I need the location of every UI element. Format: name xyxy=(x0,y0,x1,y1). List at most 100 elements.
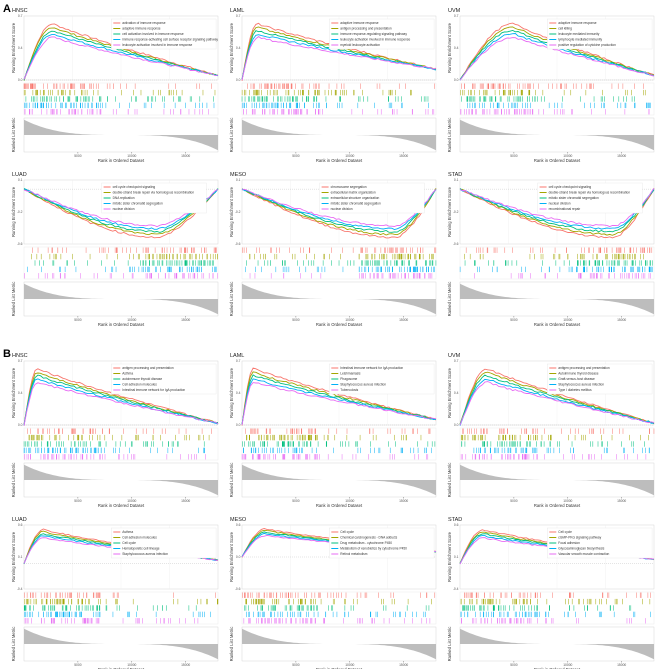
x-tick-label: 5000 xyxy=(74,318,82,322)
panel-title: LAML xyxy=(230,353,244,359)
x-tick-label: 5000 xyxy=(510,154,518,158)
legend-entry: Staphylococcus aureus infection xyxy=(340,383,386,387)
legend-entry: activation of immune response xyxy=(122,21,165,25)
x-tick-label: 15000 xyxy=(399,499,408,503)
legend-entry: double-strand break repair via homologou… xyxy=(549,191,631,195)
legend-entry: Vascular smooth muscle contraction xyxy=(558,552,609,556)
legend-entry: cGMP-PKG signaling pathway xyxy=(558,536,601,540)
panel-title: UVM xyxy=(448,8,461,14)
y-axis-label-metric: Ranked List Metric xyxy=(229,627,234,662)
legend-box xyxy=(547,527,653,559)
y-axis-label-metric: Ranked List Metric xyxy=(11,463,16,498)
y-axis-label-metric: Ranked List Metric xyxy=(229,282,234,317)
legend-entry: nuclear division xyxy=(549,202,571,206)
y-tick-label: 0.0 xyxy=(236,423,241,427)
y-axis-label-enrichment: Running Enrichment Score xyxy=(11,22,16,73)
legend-entry: nuclear division xyxy=(113,207,135,211)
legend-box xyxy=(111,18,217,50)
panel-title: LAML xyxy=(230,8,244,14)
y-tick-label: 0.7 xyxy=(454,14,459,18)
enrichment-curve-2 xyxy=(459,371,655,425)
legend-box xyxy=(329,527,435,559)
panel-b-luad: LUAD Running Enrichment Score -0.4 0.1 0.6 As… xyxy=(11,517,219,669)
legend-entry: mitotic sister chromatid segregation xyxy=(113,202,163,206)
legend-box xyxy=(547,363,653,395)
y-tick-label: -0.6 xyxy=(453,242,459,246)
barcode-area xyxy=(241,427,437,461)
section-label-b: B xyxy=(3,348,11,360)
legend-entry: Chemical carcinogenesis - DNA adducts xyxy=(340,536,397,540)
enrichment-curve-4 xyxy=(23,378,219,425)
legend-entry: Hematopoietic cell lineage xyxy=(122,547,159,551)
x-tick-label: 5000 xyxy=(292,663,300,667)
legend-entry: Autoimmune thyroid disease xyxy=(558,372,598,376)
x-tick-label: 15000 xyxy=(181,499,190,503)
x-tick-label: 10000 xyxy=(563,663,572,667)
x-tick-label: 15000 xyxy=(399,154,408,158)
legend-entry: chromosome segregation xyxy=(331,185,367,189)
enrichment-curve-1 xyxy=(459,188,655,239)
legend-box xyxy=(101,182,207,214)
ranked-metric-area xyxy=(242,464,436,496)
enrichment-curve-5 xyxy=(23,36,219,80)
y-tick-label: -0.4 xyxy=(17,587,23,591)
legend-entry: antigen processing and presentation xyxy=(340,27,392,31)
y-tick-label: 0.1 xyxy=(454,555,459,559)
ranked-metric-area xyxy=(460,283,654,315)
y-tick-label: 0.4 xyxy=(454,391,459,395)
panel-b-hnsc: HNSC Running Enrichment Score 0.0 0.4 0.7 ant… xyxy=(11,353,219,508)
y-axis-label-enrichment: Running Enrichment Score xyxy=(11,367,16,418)
y-axis-label-metric: Ranked List Metric xyxy=(447,118,452,153)
legend-entry: Staphylococcus aureus infection xyxy=(558,383,604,387)
y-tick-label: 0.4 xyxy=(236,391,241,395)
legend-box xyxy=(319,182,425,214)
y-axis-label-metric: Ranked List Metric xyxy=(229,463,234,498)
y-axis-label-metric: Ranked List Metric xyxy=(11,118,16,153)
y-tick-label: 0.7 xyxy=(18,359,23,363)
ranked-metric-area xyxy=(242,283,436,315)
enrichment-curve-5 xyxy=(23,382,219,426)
y-tick-label: 0.4 xyxy=(18,391,23,395)
x-tick-label: 5000 xyxy=(74,499,82,503)
panel-a-uvm: UVM Running Enrichment Score 0.0 0.4 0.7 adap… xyxy=(447,8,655,163)
panel-b-laml: LAML Running Enrichment Score 0.0 0.4 0.7 Int… xyxy=(229,353,437,508)
ranked-metric-area xyxy=(242,119,436,151)
y-axis-label-metric: Ranked List Metric xyxy=(11,282,16,317)
legend-entry: adaptive immune response xyxy=(340,21,378,25)
legend-box xyxy=(329,18,435,50)
x-tick-label: 5000 xyxy=(510,318,518,322)
legend-box xyxy=(547,18,653,50)
y-tick-label: -0.2 xyxy=(235,210,241,214)
legend-entry: antigen processing and presentation xyxy=(122,366,174,370)
legend-entry: leukocyte mediated immunity xyxy=(558,32,600,36)
legend-entry: Tuberculosis xyxy=(340,388,358,392)
enrichment-curve-5 xyxy=(23,189,219,228)
x-tick-label: 15000 xyxy=(399,663,408,667)
x-tick-label: 15000 xyxy=(181,663,190,667)
legend-entry: Cell adhesion molecules xyxy=(122,536,157,540)
legend-entry: Retinol metabolism xyxy=(340,552,367,556)
legend-entry: Drug metabolism - cytochrome P450 xyxy=(340,541,392,545)
x-tick-label: 5000 xyxy=(74,154,82,158)
x-axis-label: Rank in Ordered Dataset xyxy=(534,667,581,669)
y-tick-label: 0.7 xyxy=(236,359,241,363)
y-axis-label-enrichment: Running Enrichment Score xyxy=(229,531,234,582)
enrichment-curve-1 xyxy=(23,368,219,425)
x-tick-label: 15000 xyxy=(181,318,190,322)
enrichment-curve-2 xyxy=(241,188,437,236)
enrichment-curve-1 xyxy=(23,188,219,239)
legend-entry: Graft-versus-host disease xyxy=(558,377,595,381)
barcode-area xyxy=(23,591,219,625)
x-tick-label: 5000 xyxy=(74,663,82,667)
panel-title: STAD xyxy=(448,172,462,178)
legend-entry: leukocyte activation involved in immune … xyxy=(122,43,192,47)
enrichment-curve-5 xyxy=(459,381,655,426)
x-tick-label: 10000 xyxy=(127,318,136,322)
ranked-metric-area xyxy=(460,464,654,496)
enrichment-curve-3 xyxy=(459,374,655,425)
x-axis-label: Rank in Ordered Dataset xyxy=(534,503,581,508)
y-tick-label: 0.6 xyxy=(454,523,459,527)
panel-title: MESO xyxy=(230,172,247,178)
y-tick-label: 0.7 xyxy=(236,14,241,18)
legend-entry: DNA replication xyxy=(113,196,135,200)
